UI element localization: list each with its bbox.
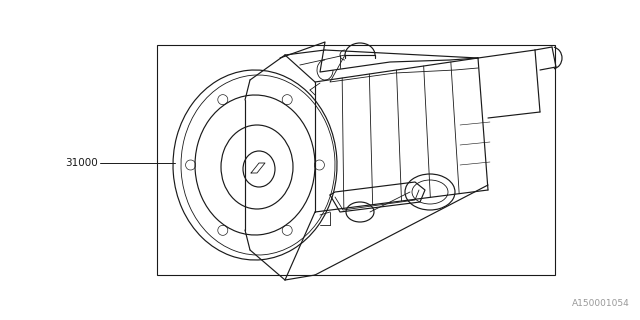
Bar bbox=[157, 45, 555, 275]
Text: A150001054: A150001054 bbox=[572, 299, 630, 308]
Text: 31000: 31000 bbox=[65, 158, 98, 168]
